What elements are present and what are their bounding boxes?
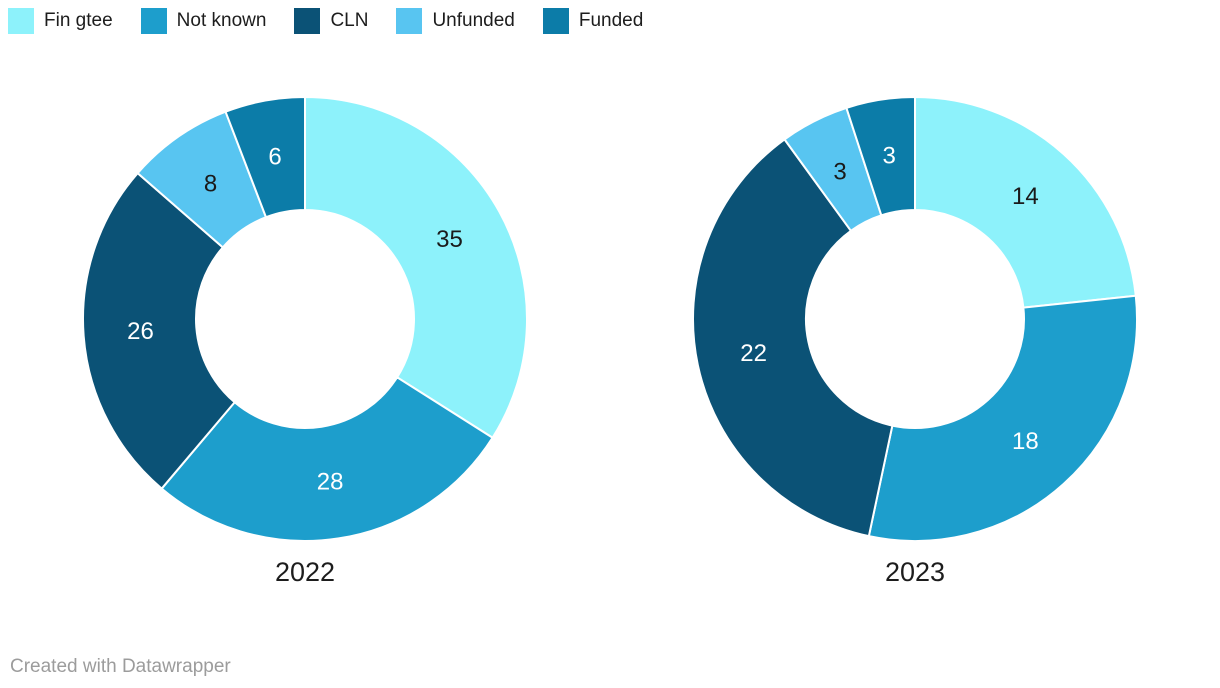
legend-item: Fin gtee	[8, 8, 113, 34]
datawrapper-credit-link[interactable]: Created with Datawrapper	[10, 656, 231, 677]
slice-value-label: 22	[740, 340, 767, 367]
legend-item-label: Fin gtee	[44, 10, 113, 31]
slice-value-label: 35	[436, 226, 463, 253]
charts-row: 35 28 26 8 6 2022 14 18 22 3 3 2023	[0, 95, 1220, 588]
slice-value-label: 26	[127, 318, 154, 345]
donut-slice-fin-gtee[interactable]	[304, 96, 528, 439]
donut-chart-2022: 35 28 26 8 6	[82, 96, 528, 542]
legend-item: Unfunded	[396, 8, 515, 34]
donut-slice-funded[interactable]	[224, 96, 306, 219]
chart-2022: 35 28 26 8 6 2022	[0, 95, 610, 588]
donut-slice-not-known[interactable]	[160, 376, 494, 542]
slice-value-label: 18	[1012, 428, 1039, 455]
slice-value-label: 3	[883, 143, 896, 170]
donut-slice-cln[interactable]	[82, 172, 236, 490]
legend-item: Funded	[542, 8, 644, 34]
donut-slice-not-known[interactable]	[867, 294, 1138, 542]
chart-year-label: 2022	[274, 557, 336, 587]
legend-item: Not known	[140, 8, 267, 34]
donut-chart-2023: 14 18 22 3 3	[692, 96, 1138, 542]
legend: Fin gtee Not known CLN Unfunded Funded	[0, 0, 1220, 34]
legend-item-label: Unfunded	[432, 10, 515, 31]
legend-swatch	[140, 8, 167, 34]
legend-item: CLN	[294, 8, 368, 34]
slice-value-label: 6	[268, 143, 281, 170]
legend-swatch	[542, 8, 569, 34]
chart-2023: 14 18 22 3 3 2023	[610, 95, 1220, 588]
donut-slice-funded[interactable]	[845, 96, 916, 217]
slice-value-label: 28	[317, 469, 344, 496]
legend-item-label: Not known	[176, 10, 267, 31]
legend-swatch	[396, 8, 423, 34]
legend-swatch	[8, 8, 34, 34]
donut-slice-fin-gtee[interactable]	[914, 96, 1137, 309]
slice-value-label: 3	[833, 159, 846, 186]
chart-year-label: 2023	[884, 557, 946, 587]
donut-slice-cln[interactable]	[692, 138, 894, 538]
slice-value-label: 8	[204, 170, 217, 197]
slice-value-label: 14	[1012, 183, 1039, 210]
legend-item-label: Funded	[578, 10, 644, 31]
legend-item-label: CLN	[330, 10, 369, 31]
legend-swatch	[294, 8, 321, 34]
